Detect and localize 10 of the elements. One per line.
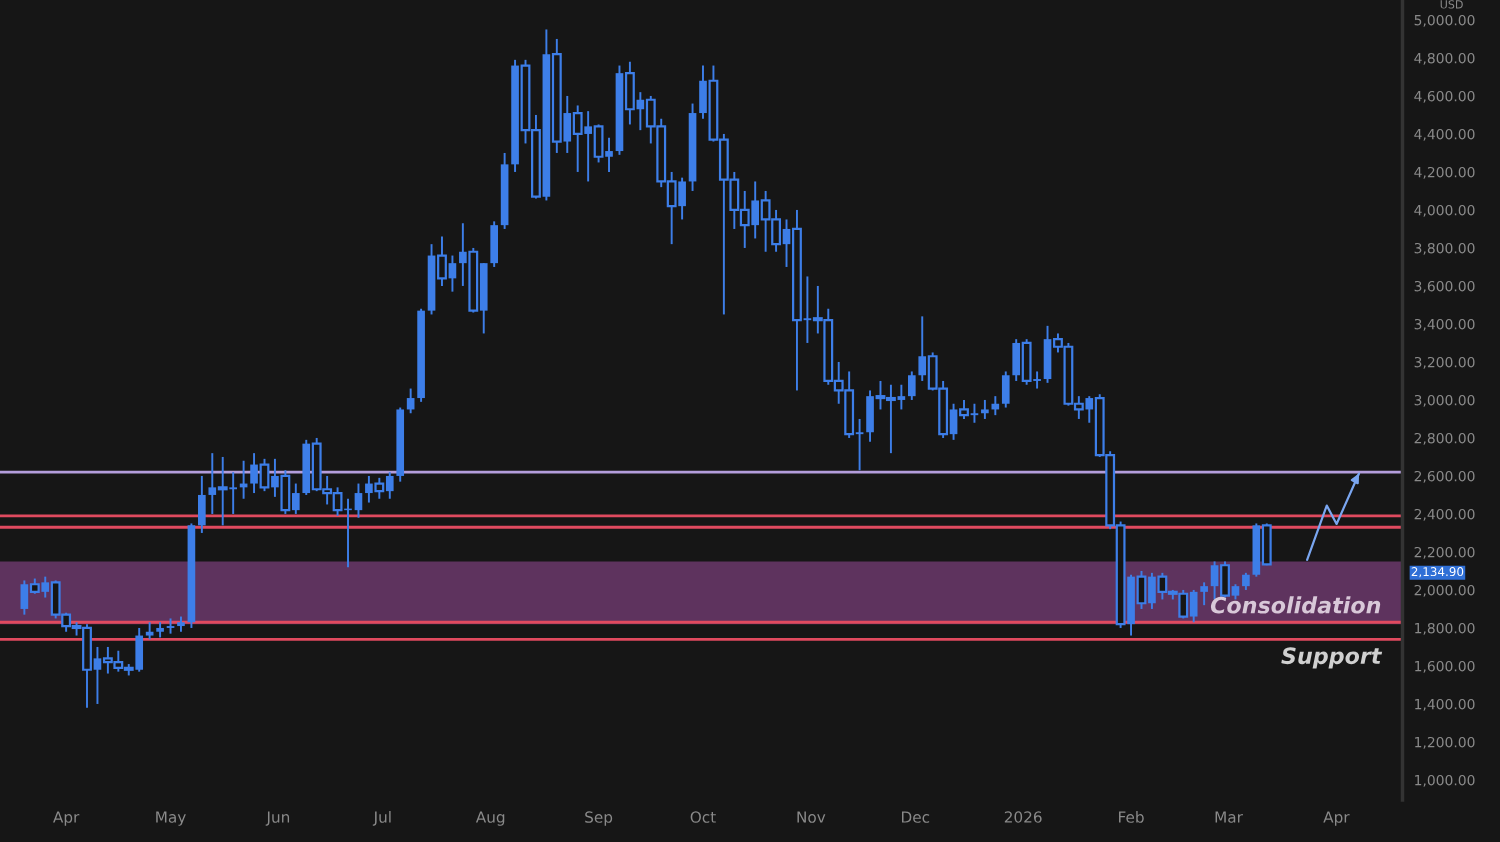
- candlestick: [198, 474, 206, 534]
- candlestick: [907, 370, 916, 401]
- candlestick: [1200, 581, 1208, 607]
- candlestick: [991, 395, 1000, 417]
- candlestick: [490, 220, 499, 268]
- ref-line-label: Support: [1281, 647, 1383, 669]
- candlestick: [981, 398, 989, 420]
- candlestick: [1001, 370, 1010, 409]
- candlestick: [1261, 522, 1272, 567]
- band-label: Consolidation: [1210, 596, 1381, 614]
